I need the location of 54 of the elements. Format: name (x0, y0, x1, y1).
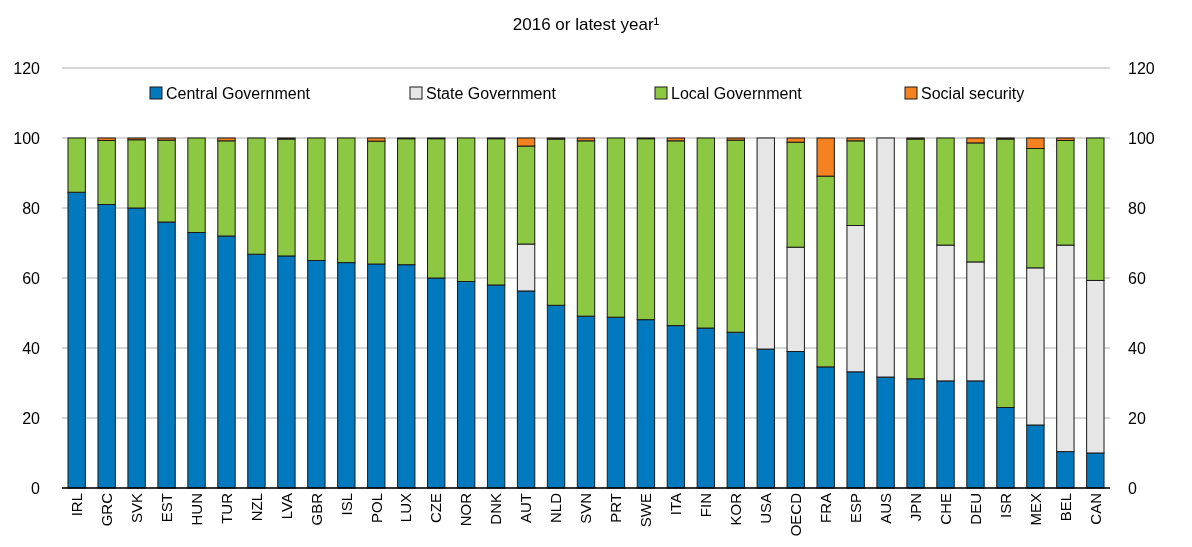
x-tick-label: FIN (697, 493, 715, 518)
y-tick-label: 40 (22, 339, 41, 357)
x-tick-label: KOR (727, 492, 745, 526)
x-tick-label: AUT (517, 493, 535, 523)
legend-label: Social security (921, 84, 1025, 102)
x-tick-label: FRA (816, 493, 834, 523)
x-tick-label: GRC (97, 492, 115, 527)
x-tick-label: ITA (667, 493, 685, 516)
x-tick-label: CHE (936, 493, 954, 525)
x-tick-label: LVA (277, 493, 295, 520)
legend-label: State Government (426, 84, 557, 102)
x-tick-label: OECD (786, 492, 804, 537)
x-tick-label: CAN (1086, 493, 1104, 525)
y2-tick-label: 40 (1128, 339, 1146, 357)
x-tick-label: DEU (966, 493, 984, 525)
x-tick-label: CZE (427, 493, 445, 523)
x-tick-label: TUR (217, 492, 235, 524)
x-tick-label: BEL (1056, 493, 1074, 522)
y-tick-label: 120 (13, 59, 41, 77)
y2-tick-label: 60 (1128, 269, 1146, 287)
x-tick-label: POL (367, 493, 385, 524)
x-tick-label: SWE (637, 493, 655, 528)
x-tick-label: MEX (1026, 493, 1044, 526)
x-tick-label: IRL (67, 493, 85, 517)
y2-tick-label: 120 (1128, 59, 1155, 77)
x-tick-label: GBR (307, 492, 325, 526)
x-tick-label: AUS (876, 493, 894, 524)
x-tick-label: NZL (247, 493, 265, 522)
x-tick-label: DNK (487, 493, 505, 525)
x-tick-label: JPN (906, 493, 924, 522)
x-tick-label: SVK (127, 493, 145, 524)
x-tick-label: NLD (547, 492, 565, 524)
x-tick-label: ISR (996, 492, 1014, 519)
chart-title: 2016 or latest year¹ (512, 15, 660, 34)
y-tick-label: 80 (22, 199, 41, 217)
x-tick-label: USA (757, 493, 775, 524)
x-tick-label: LUX (397, 493, 415, 523)
x-tick-label: EST (157, 493, 175, 523)
x-tick-label: NOR (457, 492, 475, 527)
y-tick-label: 60 (22, 269, 41, 287)
x-tick-label: PRT (607, 493, 625, 523)
y-tick-label: 0 (31, 479, 41, 497)
y2-tick-label: 100 (1128, 129, 1155, 147)
y2-tick-label: 0 (1128, 479, 1137, 497)
x-tick-label: SVN (577, 493, 595, 524)
legend-label: Local Government (671, 84, 803, 102)
x-tick-label: ESP (846, 493, 864, 524)
legend-label: Central Government (166, 84, 311, 102)
y2-tick-label: 20 (1128, 409, 1146, 427)
y2-tick-label: 80 (1128, 199, 1146, 217)
y-tick-label: 20 (22, 409, 41, 427)
x-tick-label: ISL (337, 493, 355, 516)
y-tick-label: 100 (13, 129, 41, 147)
x-tick-label: HUN (187, 493, 205, 526)
